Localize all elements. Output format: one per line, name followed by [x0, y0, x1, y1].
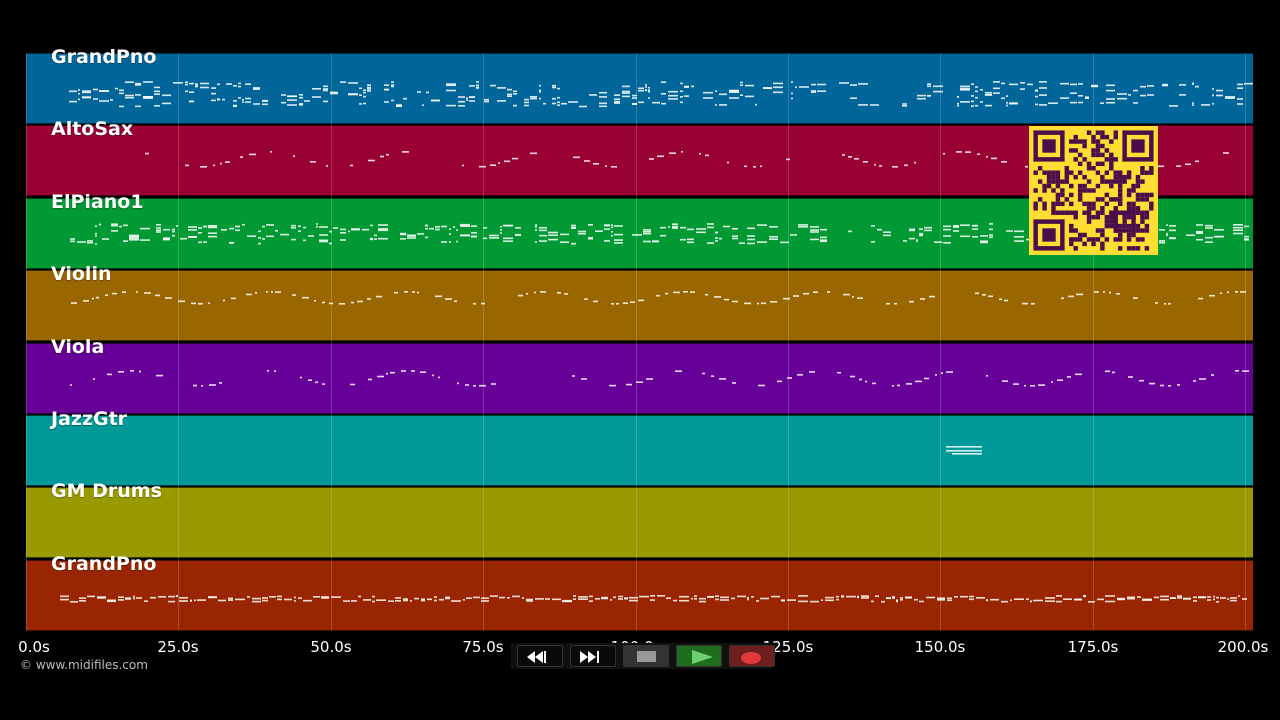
grid-line: [331, 53, 332, 630]
grid-line: [178, 53, 179, 630]
grid-line: [940, 53, 941, 630]
track-name: GM Drums: [51, 480, 162, 502]
note-layer: [71, 291, 1246, 305]
qr-code: [1029, 126, 1158, 255]
rewind-button[interactable]: [517, 645, 563, 667]
note-layer: [60, 595, 1247, 603]
track-name: GrandPno: [51, 553, 157, 575]
time-tick-label: 25.0s: [157, 638, 199, 656]
track-lane[interactable]: GrandPno: [26, 553, 1253, 631]
track-name: Violin: [51, 263, 112, 285]
track-lane[interactable]: Viola: [26, 336, 1253, 414]
time-tick-label: 0.0s: [18, 638, 50, 656]
time-tick-label: 125.0s: [762, 638, 814, 656]
time-tick-label: 175.0s: [1067, 638, 1119, 656]
time-tick-label: 150.0s: [914, 638, 966, 656]
record-button[interactable]: [729, 645, 775, 667]
record-icon: [741, 652, 761, 664]
track-lane[interactable]: JazzGtr: [26, 408, 1253, 486]
note-layer: [26, 488, 1253, 557]
track-name: JazzGtr: [51, 408, 128, 430]
stop-button[interactable]: [623, 645, 669, 667]
grid-line: [26, 53, 27, 630]
track-name: ElPiano1: [51, 191, 144, 213]
grid-line: [788, 53, 789, 630]
grid-line: [1245, 53, 1246, 630]
play-button[interactable]: [676, 645, 722, 667]
note-layer: [946, 446, 982, 455]
rewind-icon: [527, 651, 546, 663]
note-layer: [70, 370, 1249, 387]
transport-controls: [511, 643, 775, 669]
grid-line: [1093, 53, 1094, 630]
track-lane[interactable]: Violin: [26, 263, 1253, 341]
fast-forward-button[interactable]: [570, 645, 616, 667]
note-layer: [69, 81, 1253, 108]
copyright-text: © www.midifiles.com: [20, 658, 148, 672]
play-icon: [692, 650, 713, 664]
track-lane[interactable]: GM Drums: [26, 480, 1253, 558]
track-lane[interactable]: GrandPno: [26, 46, 1253, 124]
fast-forward-icon: [580, 651, 599, 663]
track-name: Viola: [51, 336, 105, 358]
time-tick-label: 75.0s: [462, 638, 504, 656]
grid-line: [483, 53, 484, 630]
grid-line: [636, 53, 637, 630]
track-name: AltoSax: [51, 118, 134, 140]
stop-icon: [637, 651, 656, 662]
time-tick-label: 200.0s: [1217, 638, 1269, 656]
track-name: GrandPno: [51, 46, 157, 68]
time-tick-label: 50.0s: [310, 638, 352, 656]
